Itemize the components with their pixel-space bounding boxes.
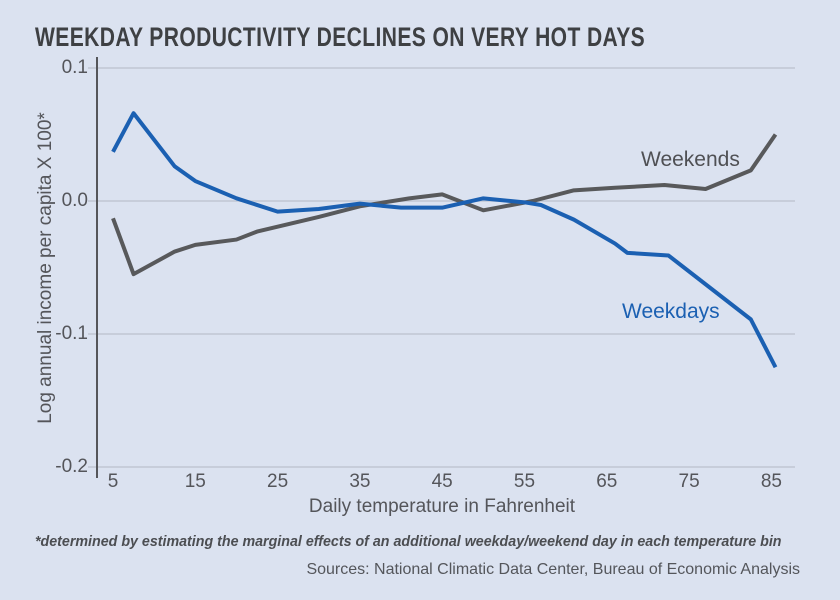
weekdays-series-label: Weekdays: [622, 300, 720, 323]
x-tick-label-65: 65: [596, 471, 618, 492]
chart-title: WEEKDAY PRODUCTIVITY DECLINES ON VERY HO…: [35, 22, 646, 52]
y-tick-label--0.1: -0.1: [55, 323, 88, 344]
x-tick-label-75: 75: [678, 471, 700, 492]
x-tick-label-5: 5: [107, 471, 119, 492]
y-axis-title: Log annual income per capita X 100*: [35, 112, 56, 424]
y-tick-label--0.2: -0.2: [55, 456, 88, 477]
weekends-series-label: Weekends: [641, 148, 740, 171]
x-tick-label-55: 55: [513, 471, 536, 492]
x-tick-label-35: 35: [349, 471, 371, 492]
x-tick-label-45: 45: [431, 471, 453, 492]
y-tick-label-0.0: 0.0: [61, 190, 88, 211]
y-tick-label-0.1: 0.1: [61, 57, 88, 78]
x-tick-label-25: 25: [267, 471, 289, 492]
sources-text: Sources: National Climatic Data Center, …: [306, 561, 800, 578]
x-tick-label-85: 85: [760, 471, 782, 492]
footnote-text: *determined by estimating the marginal e…: [35, 533, 782, 550]
weekends-line: [111, 133, 778, 277]
weekdays-line: [111, 111, 778, 369]
x-axis-title: Daily temperature in Fahrenheit: [308, 496, 576, 517]
x-tick-label-15: 15: [184, 471, 206, 492]
